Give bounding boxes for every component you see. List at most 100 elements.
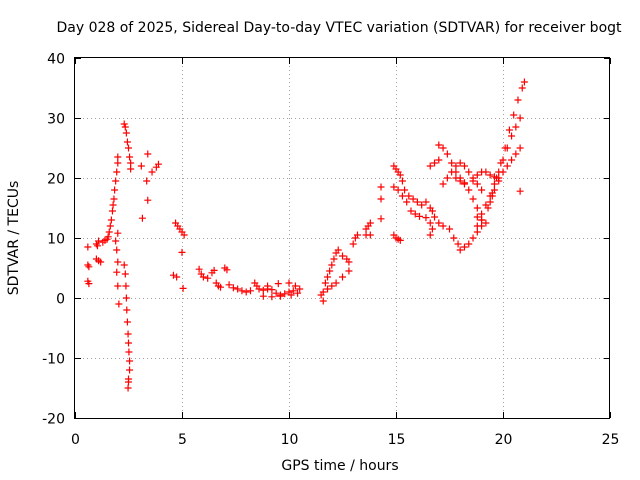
data-point bbox=[223, 266, 231, 274]
data-point bbox=[473, 222, 481, 230]
data-point bbox=[516, 114, 524, 122]
data-point bbox=[446, 225, 453, 233]
data-point bbox=[505, 126, 513, 134]
data-point bbox=[426, 162, 434, 170]
data-point bbox=[405, 192, 413, 200]
data-point bbox=[401, 186, 409, 194]
data-point bbox=[328, 261, 336, 269]
data-point bbox=[264, 282, 272, 290]
data-point bbox=[345, 258, 353, 266]
data-point bbox=[95, 237, 103, 245]
data-point bbox=[321, 279, 329, 287]
data-point bbox=[148, 168, 156, 176]
data-point bbox=[115, 300, 123, 308]
data-point bbox=[418, 201, 426, 209]
data-point bbox=[428, 207, 436, 215]
data-point bbox=[431, 213, 439, 221]
data-point bbox=[178, 248, 186, 256]
x-tick-label: 20 bbox=[495, 432, 513, 448]
data-point bbox=[107, 216, 115, 224]
data-point bbox=[473, 228, 481, 236]
data-point bbox=[326, 267, 334, 275]
data-point bbox=[143, 177, 151, 185]
data-point bbox=[377, 195, 385, 203]
data-point bbox=[122, 129, 130, 137]
data-point bbox=[289, 287, 297, 295]
y-tick-labels: -20 -10 0 10 20 30 40 bbox=[42, 52, 65, 428]
data-point bbox=[503, 162, 511, 170]
data-point bbox=[229, 284, 237, 292]
x-axis-label: GPS time / hours bbox=[281, 458, 398, 474]
data-point bbox=[512, 123, 520, 131]
data-point bbox=[396, 171, 404, 179]
data-point bbox=[173, 273, 181, 281]
data-point bbox=[125, 339, 132, 347]
data-point bbox=[460, 243, 468, 251]
data-point bbox=[377, 183, 385, 191]
data-point bbox=[435, 156, 443, 164]
data-point bbox=[508, 132, 516, 140]
data-point bbox=[460, 179, 468, 187]
data-point bbox=[121, 270, 129, 278]
data-point bbox=[339, 273, 346, 281]
data-point bbox=[484, 204, 492, 212]
data-point bbox=[465, 168, 473, 176]
y-tick-label: 40 bbox=[47, 52, 65, 68]
data-point bbox=[473, 213, 481, 221]
data-point bbox=[125, 348, 133, 356]
grid-lines bbox=[75, 58, 610, 418]
data-point bbox=[428, 225, 436, 233]
data-point bbox=[398, 177, 406, 185]
data-point bbox=[478, 186, 486, 194]
data-point bbox=[217, 283, 225, 291]
data-point bbox=[204, 274, 212, 282]
data-point bbox=[469, 234, 477, 242]
data-point bbox=[225, 281, 233, 289]
data-point bbox=[154, 160, 162, 168]
data-point bbox=[349, 240, 357, 248]
x-tick-label: 10 bbox=[281, 432, 299, 448]
data-point bbox=[486, 198, 494, 206]
data-point bbox=[97, 258, 105, 266]
data-point bbox=[439, 180, 447, 188]
data-point bbox=[238, 287, 246, 295]
data-point bbox=[104, 233, 112, 241]
y-tick-label: -10 bbox=[42, 352, 65, 368]
data-point bbox=[126, 366, 134, 374]
data-point bbox=[443, 150, 451, 158]
data-point bbox=[276, 292, 284, 300]
data-point bbox=[448, 159, 456, 167]
data-point bbox=[291, 282, 299, 290]
data-point bbox=[518, 84, 526, 92]
data-point bbox=[403, 198, 411, 206]
data-point bbox=[324, 285, 332, 293]
data-point bbox=[454, 240, 462, 248]
data-point bbox=[328, 282, 336, 290]
data-point bbox=[287, 291, 295, 299]
data-point bbox=[460, 162, 468, 170]
x-tick-label: 0 bbox=[71, 432, 80, 448]
data-point bbox=[366, 219, 374, 227]
data-point bbox=[465, 186, 473, 194]
data-point bbox=[255, 285, 263, 293]
data-point bbox=[501, 144, 509, 152]
data-point bbox=[439, 222, 447, 230]
data-point bbox=[234, 285, 242, 293]
data-point bbox=[319, 288, 327, 296]
x-tick-label: 5 bbox=[178, 432, 187, 448]
chart-title: Day 028 of 2025, Sidereal Day-to-day VTE… bbox=[56, 20, 622, 36]
data-point bbox=[93, 242, 101, 250]
data-point bbox=[510, 111, 518, 119]
data-point bbox=[259, 292, 267, 300]
data-point bbox=[512, 150, 520, 158]
y-tick-label: -20 bbox=[42, 412, 65, 428]
data-point bbox=[113, 268, 121, 276]
data-point bbox=[456, 159, 464, 167]
data-point bbox=[413, 198, 421, 206]
data-point bbox=[324, 273, 332, 281]
data-point bbox=[242, 288, 250, 296]
data-point bbox=[482, 219, 490, 227]
data-point bbox=[144, 196, 152, 204]
data-point bbox=[114, 229, 122, 237]
